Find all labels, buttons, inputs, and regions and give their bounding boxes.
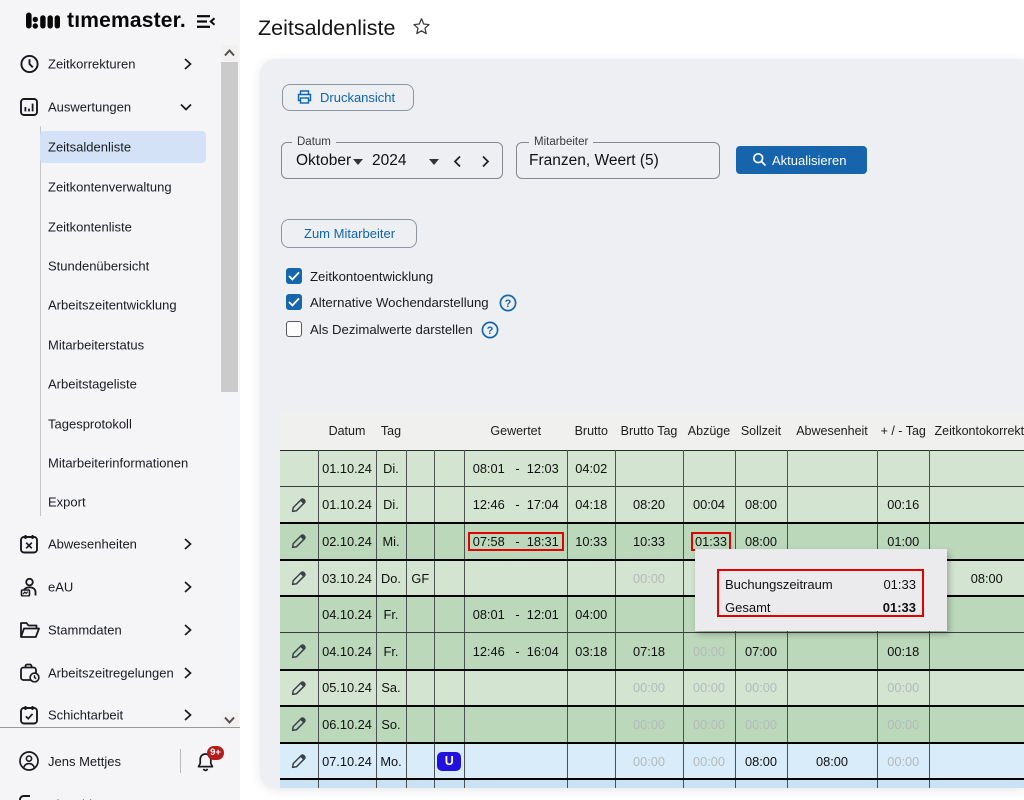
svg-text:?: ?	[505, 298, 512, 310]
svg-text:?: ?	[487, 325, 494, 337]
